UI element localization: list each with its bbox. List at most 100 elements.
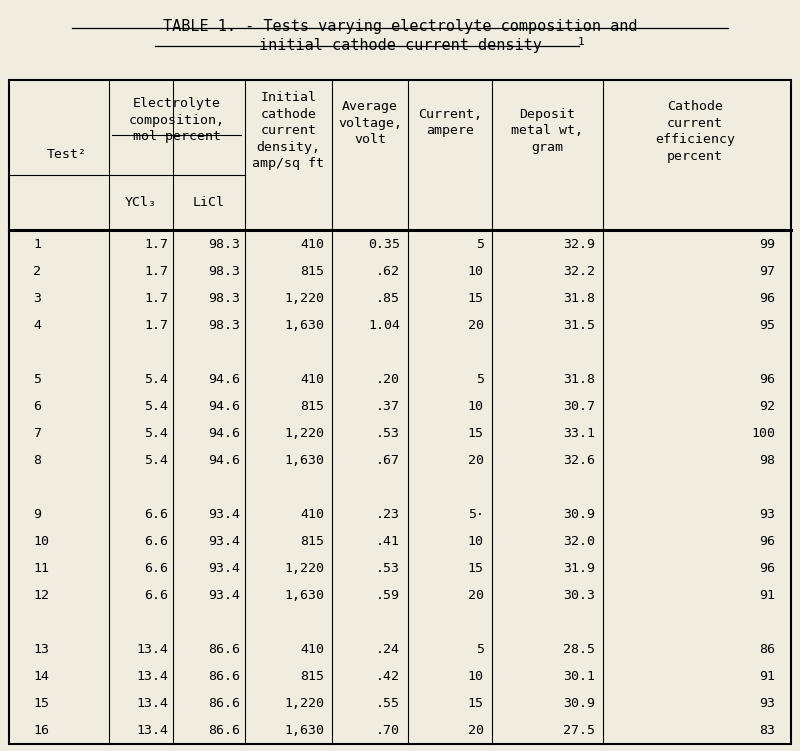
Text: 410: 410 xyxy=(300,238,324,251)
Text: LiCl: LiCl xyxy=(193,196,225,209)
Text: 5.4: 5.4 xyxy=(144,373,168,386)
Text: 20: 20 xyxy=(468,319,484,332)
Text: 30.3: 30.3 xyxy=(563,589,595,602)
Text: TABLE 1. - Tests varying electrolyte composition and: TABLE 1. - Tests varying electrolyte com… xyxy=(162,20,638,35)
Text: .55: .55 xyxy=(376,697,400,710)
Text: .24: .24 xyxy=(376,643,400,656)
Text: 31.8: 31.8 xyxy=(563,292,595,305)
Text: 30.9: 30.9 xyxy=(563,697,595,710)
Text: 86.6: 86.6 xyxy=(208,670,240,683)
Text: Test²: Test² xyxy=(47,148,87,161)
Text: 1.7: 1.7 xyxy=(144,292,168,305)
Text: 94.6: 94.6 xyxy=(208,454,240,467)
Text: 9: 9 xyxy=(34,508,42,521)
Text: cathode: cathode xyxy=(260,107,316,121)
Text: 83: 83 xyxy=(759,724,775,737)
Text: 13.4: 13.4 xyxy=(136,643,168,656)
Text: 93.4: 93.4 xyxy=(208,535,240,547)
Text: 15: 15 xyxy=(468,697,484,710)
Text: 98.3: 98.3 xyxy=(208,238,240,251)
Text: 5: 5 xyxy=(34,373,42,386)
Text: 99: 99 xyxy=(759,238,775,251)
Text: 31.8: 31.8 xyxy=(563,373,595,386)
Text: 31.9: 31.9 xyxy=(563,562,595,575)
Text: 5: 5 xyxy=(476,373,484,386)
Text: .62: .62 xyxy=(376,265,400,278)
Text: 91: 91 xyxy=(759,670,775,683)
Text: 1,630: 1,630 xyxy=(284,589,324,602)
Text: 815: 815 xyxy=(300,670,324,683)
Text: 410: 410 xyxy=(300,373,324,386)
Text: efficiency: efficiency xyxy=(655,133,735,146)
Text: ampere: ampere xyxy=(426,124,474,137)
Text: 13.4: 13.4 xyxy=(136,697,168,710)
Text: 1: 1 xyxy=(34,238,42,251)
Text: 94.6: 94.6 xyxy=(208,400,240,413)
Text: 93: 93 xyxy=(759,508,775,521)
Text: 93.4: 93.4 xyxy=(208,508,240,521)
Text: 27.5: 27.5 xyxy=(563,724,595,737)
Text: 93.4: 93.4 xyxy=(208,589,240,602)
Text: .37: .37 xyxy=(376,400,400,413)
Text: 5·: 5· xyxy=(468,508,484,521)
Text: 15: 15 xyxy=(468,562,484,575)
Text: 5.4: 5.4 xyxy=(144,454,168,467)
Text: .59: .59 xyxy=(376,589,400,602)
Text: 410: 410 xyxy=(300,508,324,521)
Text: 91: 91 xyxy=(759,589,775,602)
Text: 1.7: 1.7 xyxy=(144,238,168,251)
Text: 93: 93 xyxy=(759,697,775,710)
Text: metal wt,: metal wt, xyxy=(511,124,583,137)
Text: 6.6: 6.6 xyxy=(144,562,168,575)
Text: 0.35: 0.35 xyxy=(368,238,400,251)
Text: 31.5: 31.5 xyxy=(563,319,595,332)
Text: 1.04: 1.04 xyxy=(368,319,400,332)
Text: 98.3: 98.3 xyxy=(208,319,240,332)
Text: 1,630: 1,630 xyxy=(284,454,324,467)
Text: voltage,: voltage, xyxy=(338,116,402,130)
Text: current: current xyxy=(667,116,723,130)
Text: density,: density, xyxy=(256,140,320,153)
Text: 86.6: 86.6 xyxy=(208,697,240,710)
Text: 11: 11 xyxy=(34,562,50,575)
Text: initial cathode current density: initial cathode current density xyxy=(258,38,542,53)
Text: 32.6: 32.6 xyxy=(563,454,595,467)
Text: 32.9: 32.9 xyxy=(563,238,595,251)
Text: Electrolyte: Electrolyte xyxy=(133,97,221,110)
Text: 12: 12 xyxy=(34,589,50,602)
Text: 94.6: 94.6 xyxy=(208,373,240,386)
Text: 3: 3 xyxy=(34,292,42,305)
Text: 16: 16 xyxy=(34,724,50,737)
Text: 13.4: 13.4 xyxy=(136,724,168,737)
Text: .53: .53 xyxy=(376,427,400,440)
Text: 6.6: 6.6 xyxy=(144,589,168,602)
Text: 10: 10 xyxy=(468,535,484,547)
Text: 1: 1 xyxy=(578,37,585,47)
Text: 98.3: 98.3 xyxy=(208,265,240,278)
Text: 28.5: 28.5 xyxy=(563,643,595,656)
Text: .41: .41 xyxy=(376,535,400,547)
Text: percent: percent xyxy=(667,149,723,162)
Text: composition,: composition, xyxy=(129,113,225,127)
Text: 32.0: 32.0 xyxy=(563,535,595,547)
Text: 96: 96 xyxy=(759,535,775,547)
Text: YCl₃: YCl₃ xyxy=(125,196,157,209)
Text: 815: 815 xyxy=(300,535,324,547)
Text: 410: 410 xyxy=(300,643,324,656)
Text: 15: 15 xyxy=(468,292,484,305)
Text: gram: gram xyxy=(531,140,563,153)
Text: 96: 96 xyxy=(759,562,775,575)
Text: .70: .70 xyxy=(376,724,400,737)
Text: 92: 92 xyxy=(759,400,775,413)
Text: 30.7: 30.7 xyxy=(563,400,595,413)
Text: .42: .42 xyxy=(376,670,400,683)
Text: mol percent: mol percent xyxy=(133,130,221,143)
Text: 13.4: 13.4 xyxy=(136,670,168,683)
Bar xyxy=(10,80,790,743)
Text: 86.6: 86.6 xyxy=(208,643,240,656)
Text: amp/sq ft: amp/sq ft xyxy=(252,157,324,170)
Text: 1,220: 1,220 xyxy=(284,292,324,305)
Text: Current,: Current, xyxy=(418,107,482,121)
Text: 1,220: 1,220 xyxy=(284,427,324,440)
Text: 20: 20 xyxy=(468,724,484,737)
